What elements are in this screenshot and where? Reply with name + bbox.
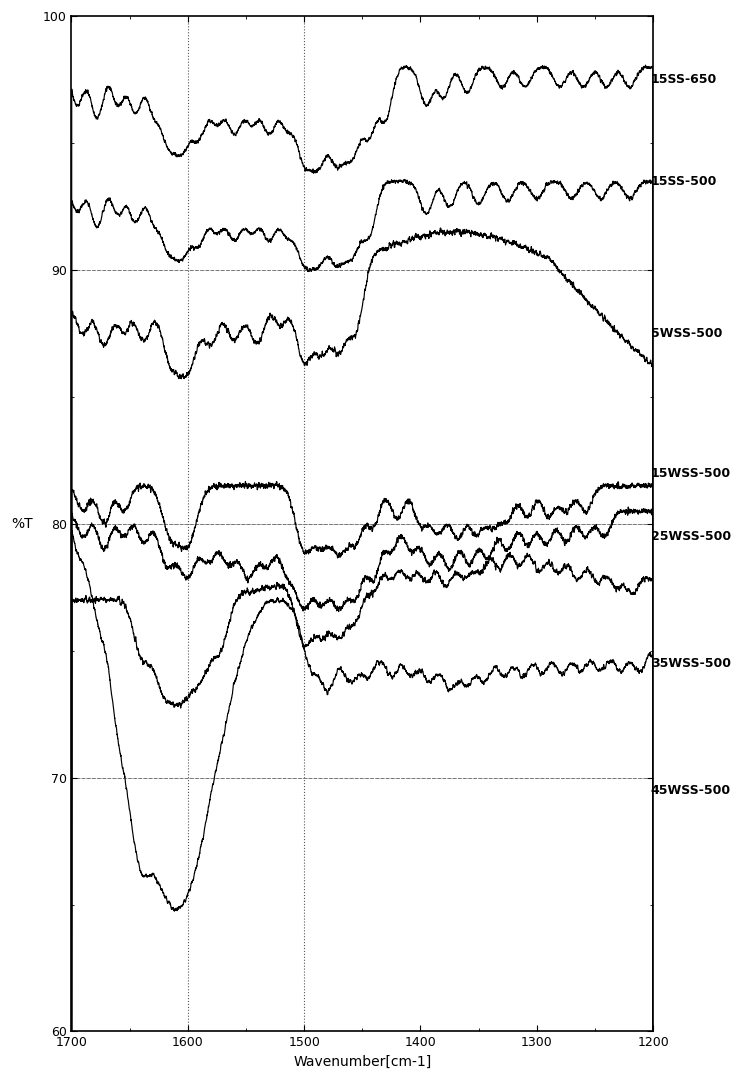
Text: 25WSS-500: 25WSS-500 <box>651 530 731 543</box>
Y-axis label: %T: %T <box>11 517 33 530</box>
Text: 45WSS-500: 45WSS-500 <box>651 784 731 797</box>
Text: 15WSS-500: 15WSS-500 <box>651 467 731 480</box>
Text: 15SS-500: 15SS-500 <box>651 175 717 188</box>
X-axis label: Wavenumber[cm-1]: Wavenumber[cm-1] <box>293 1055 431 1069</box>
Text: 15SS-650: 15SS-650 <box>651 73 717 86</box>
Text: 5WSS-500: 5WSS-500 <box>651 327 722 340</box>
Text: 35WSS-500: 35WSS-500 <box>651 657 731 670</box>
